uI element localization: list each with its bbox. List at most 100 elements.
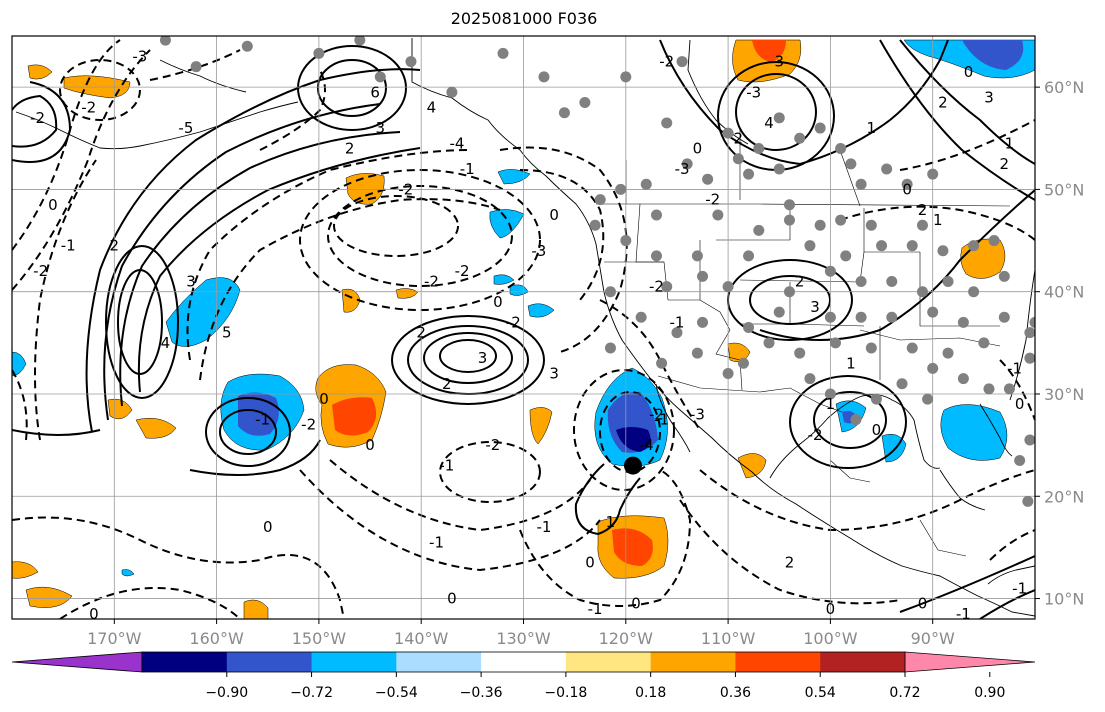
station-dot	[957, 373, 969, 385]
station-dot	[942, 275, 954, 287]
station-dot	[620, 235, 632, 247]
colorbar-extend-high	[904, 651, 1036, 673]
station-dot	[876, 240, 888, 252]
contour-label: 3	[376, 119, 386, 137]
contour-label: -1	[255, 411, 270, 429]
contour-positive	[85, 68, 421, 433]
station-dot	[1022, 495, 1034, 507]
contour-label: 0	[319, 390, 329, 408]
contour-label: -3	[132, 47, 147, 65]
negative-anomaly-area	[489, 209, 525, 239]
contour-label: 2	[110, 237, 120, 255]
contour-negative	[299, 469, 601, 572]
negative-anomaly-area	[165, 277, 241, 347]
station-dot	[978, 337, 990, 349]
contour-label: 3	[984, 88, 994, 106]
station-dot	[604, 286, 616, 298]
contour-negative	[34, 159, 97, 441]
station-dot	[865, 342, 877, 354]
colorbar-segment	[226, 652, 313, 672]
contour-label: -2	[33, 262, 48, 280]
contour-positive	[879, 39, 1035, 201]
positive-anomaly-area	[737, 453, 767, 479]
lat-tick-label: 40°N	[1044, 283, 1084, 302]
colorbar-tick-label: 0.54	[805, 685, 836, 701]
colorbar-segment	[650, 652, 736, 672]
contour-negative	[519, 169, 605, 301]
station-dot	[983, 383, 995, 395]
colorbar-tick-label: 0.36	[720, 685, 751, 701]
station-dot	[620, 71, 632, 83]
station-dot	[1024, 352, 1035, 364]
station-dot	[497, 47, 509, 59]
contour-label: -4	[639, 436, 654, 454]
station-dot	[313, 47, 325, 59]
station-dot	[901, 178, 913, 190]
contour-label: 0	[263, 518, 273, 536]
station-dot	[640, 178, 652, 190]
station-dot	[538, 71, 550, 83]
contour-label: -1	[460, 160, 475, 178]
station-dot	[855, 178, 867, 190]
lat-tick-label: 10°N	[1044, 590, 1084, 609]
station-dot	[927, 168, 939, 180]
contour-positive	[759, 189, 1035, 341]
contour-positive	[119, 131, 401, 407]
station-dot	[783, 214, 795, 226]
positive-anomaly-core	[752, 40, 786, 62]
station-dot	[988, 235, 1000, 247]
contour-negative	[699, 469, 1035, 532]
contour-positive	[899, 39, 1035, 165]
contour-label: 0	[365, 436, 375, 454]
colorbar-segment	[396, 652, 482, 672]
contour-negative	[599, 299, 701, 431]
contour-positive	[103, 103, 381, 421]
station-dot	[998, 270, 1010, 282]
colorbar-segment	[481, 652, 567, 672]
positive-anomaly-area	[529, 407, 553, 445]
contour-label: 2	[918, 201, 928, 219]
station-dot	[814, 122, 826, 134]
station-dot	[824, 311, 836, 323]
contour-label: -1	[1012, 579, 1027, 597]
contour-label: 3	[186, 272, 196, 290]
contour-label: 1	[1005, 134, 1015, 152]
station-dot	[957, 316, 969, 328]
contour-negative	[519, 469, 692, 607]
negative-anomaly-area	[493, 274, 515, 285]
lat-tick-label: 50°N	[1044, 180, 1084, 199]
colorbar-tick-label: 0.72	[889, 685, 920, 701]
contour-negative	[573, 369, 675, 491]
station-dot	[671, 327, 683, 339]
contour-label: 0	[964, 63, 974, 81]
contour-label: -2	[424, 272, 439, 290]
station-dot	[968, 240, 980, 252]
contour-label: -4	[450, 134, 465, 152]
lat-tick-label: 20°N	[1044, 487, 1084, 506]
contour-positive	[117, 269, 163, 375]
contour-label: 3	[478, 349, 488, 367]
station-dot	[354, 36, 366, 46]
contour-label: 2	[785, 554, 795, 572]
colorbar-tick-label: 0.90	[974, 685, 1005, 701]
colorbar-segment	[565, 652, 652, 672]
station-dot	[722, 368, 734, 380]
contour-negative	[499, 146, 628, 353]
station-dot	[635, 311, 647, 323]
lon-tick-label: 170°W	[87, 629, 142, 648]
station-dot	[906, 342, 918, 354]
station-dot	[743, 250, 755, 262]
lon-tick-label: 90°W	[911, 629, 955, 648]
station-dot	[579, 96, 591, 108]
contour-label: -2	[301, 416, 316, 434]
contour-label: 2	[442, 375, 452, 393]
station-dot	[937, 245, 949, 257]
contour-label: 3	[774, 53, 784, 71]
contour-label: 0	[549, 206, 559, 224]
contour-label: -1	[439, 457, 454, 475]
station-dot	[241, 40, 253, 52]
contour-label: -2	[506, 313, 521, 331]
station-dot	[773, 306, 785, 318]
contour-label: 0	[48, 196, 58, 214]
lon-tick-label: 150°W	[292, 629, 347, 648]
